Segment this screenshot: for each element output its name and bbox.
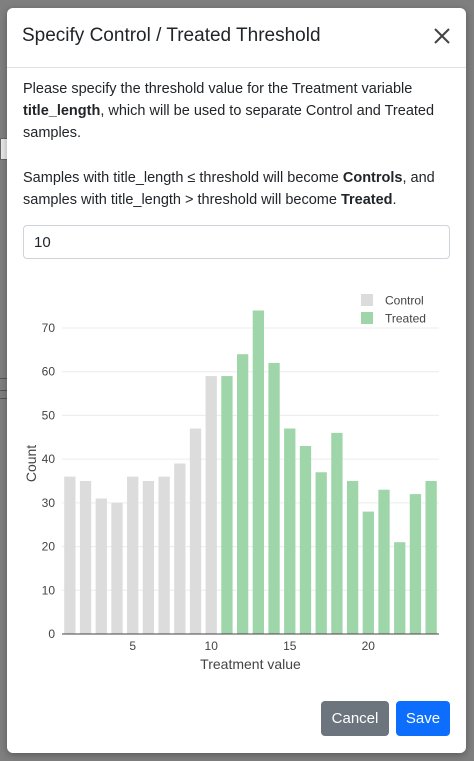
chart-legend[interactable]: Control Treated: [361, 294, 426, 326]
close-icon: [434, 28, 450, 44]
y-tick-label: 10: [42, 583, 56, 597]
chart-bars: [64, 310, 437, 634]
y-tick-label: 0: [48, 627, 55, 641]
save-button[interactable]: Save: [396, 701, 450, 736]
bar-treated: [236, 354, 249, 634]
legend-label-treated: Treated: [385, 312, 426, 326]
background-panel-edge: [465, 380, 474, 418]
threshold-input[interactable]: [23, 225, 450, 259]
controls-label: Controls: [342, 170, 403, 186]
rule-text-part-1: Samples with title_length ≤ threshold wi…: [23, 170, 343, 186]
y-tick-label: 40: [42, 452, 56, 466]
bar-treated: [362, 511, 374, 634]
intro-text: Please specify the threshold value for t…: [23, 78, 438, 144]
bar-control: [111, 502, 123, 634]
bar-control: [142, 480, 155, 634]
bar-control: [79, 480, 92, 634]
y-tick-label: 30: [42, 496, 56, 510]
bar-treated: [252, 310, 265, 634]
bar-treated: [221, 376, 233, 634]
variable-name: title_length: [23, 103, 101, 119]
x-tick-label: 5: [129, 639, 136, 653]
dialog-title: Specify Control / Treated Threshold: [22, 25, 321, 46]
x-axis-title: Treatment value: [200, 656, 301, 672]
header-divider: [7, 67, 466, 68]
chart-gridlines: [62, 327, 439, 591]
background-divider: [0, 378, 8, 379]
y-tick-labels: 0 10 20 30 40 50 60 70: [42, 321, 56, 641]
y-tick-label: 50: [42, 408, 56, 422]
y-tick-label: 60: [42, 365, 56, 379]
background-divider: [0, 390, 8, 391]
bar-control: [95, 498, 107, 634]
bar-treated: [378, 489, 390, 634]
bar-treated: [394, 542, 406, 634]
bar-treated: [425, 480, 437, 634]
legend-label-control: Control: [385, 294, 424, 308]
bar-treated: [284, 428, 296, 634]
intro-text-end: , which will be used to separate Control…: [23, 103, 435, 141]
y-axis-title: Count: [23, 445, 39, 482]
bar-control: [127, 476, 139, 634]
rule-text: Samples with title_length ≤ threshold wi…: [23, 167, 438, 211]
bar-treated: [268, 362, 280, 634]
x-tick-label: 20: [362, 639, 376, 653]
legend-swatch-treated: [361, 312, 373, 324]
intro-text-start: Please specify the threshold value for t…: [23, 81, 413, 97]
x-tick-label: 10: [205, 639, 219, 653]
bar-treated: [346, 480, 359, 634]
legend-swatch-control: [361, 294, 373, 306]
background-divider: [0, 398, 8, 399]
threshold-dialog: Specify Control / Treated Threshold Plea…: [7, 8, 466, 753]
bar-control: [189, 428, 202, 634]
y-tick-label: 20: [42, 540, 56, 554]
x-tick-label: 15: [283, 639, 297, 653]
rule-text-part-2: , and samples with title_length > thresh…: [23, 170, 435, 208]
bar-treated: [315, 472, 327, 634]
rule-text-end: .: [392, 192, 397, 208]
bar-treated: [409, 494, 422, 634]
cancel-button[interactable]: Cancel: [321, 701, 389, 736]
bar-control: [205, 376, 217, 634]
bar-treated: [299, 446, 312, 634]
bar-treated: [331, 432, 343, 634]
treated-label: Treated: [340, 192, 393, 208]
y-tick-label: 70: [42, 321, 56, 335]
x-tick-labels: 5 10 15 20: [129, 639, 375, 653]
bar-control: [158, 476, 170, 634]
bar-control: [64, 476, 76, 634]
bar-control: [174, 463, 186, 634]
close-button[interactable]: [431, 25, 453, 47]
